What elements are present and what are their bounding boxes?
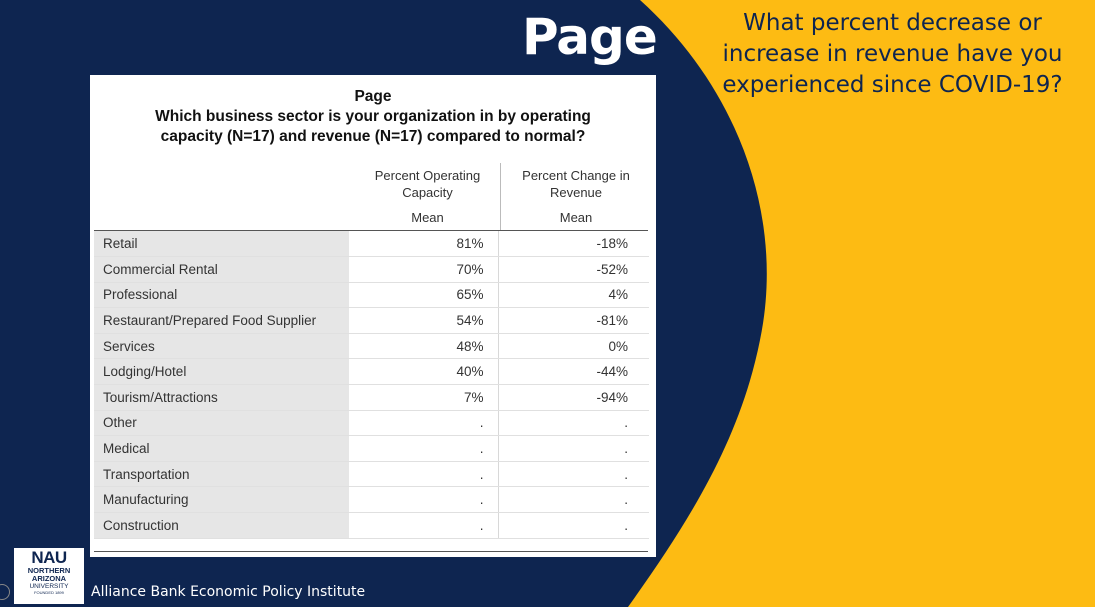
capacity-value: 7%	[349, 384, 499, 411]
capacity-value: 81%	[349, 231, 499, 258]
slide-question: What percent decrease or increase in rev…	[722, 10, 1063, 98]
column-header-revenue-line2: Revenue	[549, 185, 603, 200]
revenue-value: -18%	[498, 231, 649, 258]
sector-label: Restaurant/Prepared Food Supplier	[94, 307, 349, 334]
table-row: Restaurant/Prepared Food Supplier 54% -81%	[94, 307, 649, 334]
footer-text: Alliance Bank Economic Policy Institute	[91, 584, 366, 600]
revenue-value: .	[498, 512, 649, 539]
nau-logo: NAU NORTHERN ARIZONA UNIVERSITY FOUNDED …	[14, 548, 84, 604]
revenue-value: .	[498, 486, 649, 514]
capacity-value: 48%	[349, 333, 499, 360]
table-row: Services 48% 0%	[94, 333, 649, 360]
header-rule	[94, 230, 648, 231]
footer-rule	[94, 551, 648, 552]
capacity-value: 70%	[349, 256, 499, 283]
column-stat-revenue: Mean	[559, 210, 593, 225]
sector-label: Services	[94, 333, 349, 360]
sector-label: Transportation	[94, 461, 349, 488]
gold-curve-shape	[628, 0, 1095, 607]
column-header-capacity: Percent Operating Capacity	[355, 167, 500, 201]
sector-label: Commercial Rental	[94, 256, 349, 283]
logo-wordmark: NAU	[31, 548, 67, 567]
column-header-revenue: Percent Change in Revenue	[502, 167, 650, 201]
logo-line-arizona: ARIZONA	[31, 574, 67, 583]
column-header-capacity-line2: Capacity	[402, 185, 453, 200]
table-row: Manufacturing..	[94, 486, 649, 514]
logo-line-northern: NORTHERN	[27, 566, 71, 575]
capacity-value: .	[349, 486, 499, 514]
table-row: Retail 81% -18%	[94, 231, 649, 258]
table-subtitle-line1: Which business sector is your organizati…	[155, 108, 591, 125]
capacity-value: 65%	[349, 282, 499, 309]
table-heading: Page Which business sector is your organ…	[90, 87, 656, 147]
revenue-value: .	[498, 410, 649, 437]
table-row: Medical..	[94, 435, 649, 462]
logo-line-founded: FOUNDED 1899	[34, 590, 64, 595]
column-stat-capacity: Mean	[411, 210, 444, 225]
table-title: Page	[354, 88, 392, 105]
revenue-value: -44%	[498, 358, 649, 386]
table-subtitle-line2: capacity (N=17) and revenue (N=17) compa…	[160, 128, 586, 145]
capacity-value: .	[349, 512, 499, 539]
revenue-value: -81%	[498, 307, 649, 334]
capacity-value: .	[349, 410, 499, 437]
sector-label: Other	[94, 410, 349, 437]
column-header-revenue-line1: Percent Change in	[522, 168, 630, 183]
revenue-value: .	[498, 461, 649, 488]
data-table-card: Page Which business sector is your organ…	[90, 75, 656, 557]
table-row: Transportation..	[94, 461, 649, 488]
revenue-value: -52%	[498, 256, 649, 283]
table-row: Lodging/Hotel 40% -44%	[94, 358, 649, 386]
sector-label: Lodging/Hotel	[94, 358, 349, 386]
sector-label: Retail	[94, 231, 349, 258]
sector-table: Retail 81% -18% Commercial Rental 70% -52% Pro…	[94, 231, 649, 539]
revenue-value: .	[498, 435, 649, 462]
slide-title: Page	[522, 8, 658, 66]
sector-label: Manufacturing	[94, 486, 349, 514]
column-header-capacity-line1: Percent Operating	[374, 168, 481, 183]
table-row: Professional 65% 4%	[94, 282, 649, 309]
capacity-value: 54%	[349, 307, 499, 334]
sector-label: Professional	[94, 282, 349, 309]
column-divider	[500, 163, 501, 231]
revenue-value: 0%	[498, 333, 649, 360]
sector-label: Medical	[94, 435, 349, 462]
revenue-value: -94%	[498, 384, 649, 411]
revenue-value: 4%	[498, 282, 649, 309]
sector-label: Construction	[94, 512, 349, 539]
sector-label: Tourism/Attractions	[94, 384, 349, 411]
logo-line-university: UNIVERSITY	[29, 583, 69, 590]
table-row: Tourism/Attractions 7% -94%	[94, 384, 649, 411]
capacity-value: .	[349, 461, 499, 488]
table-row: Commercial Rental 70% -52%	[94, 256, 649, 283]
table-row: Other..	[94, 410, 649, 437]
table-row: Construction..	[94, 512, 649, 539]
capacity-value: .	[349, 435, 499, 462]
capacity-value: 40%	[349, 358, 499, 386]
